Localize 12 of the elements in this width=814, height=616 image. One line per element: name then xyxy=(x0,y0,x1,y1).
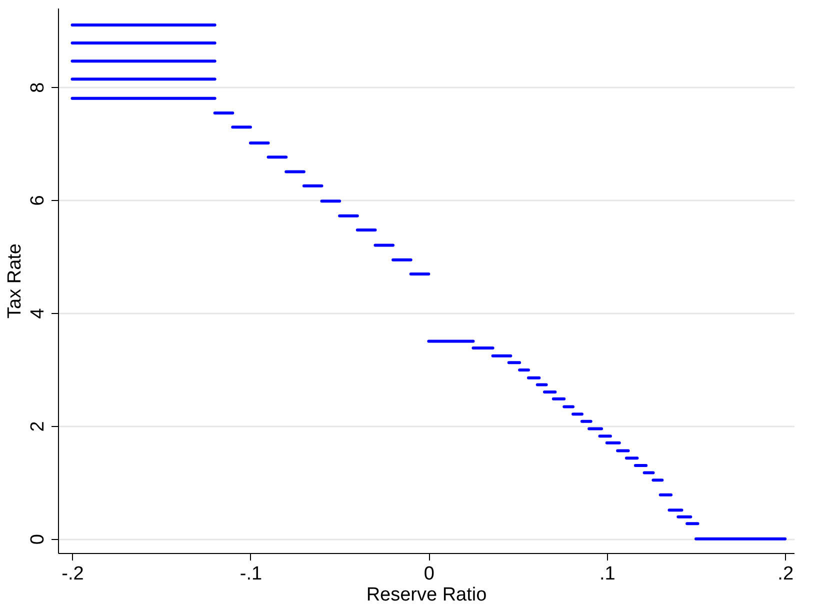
x-tick-label: .2 xyxy=(778,564,794,584)
x-axis-title: Reserve Ratio xyxy=(366,584,487,606)
y-tick-label: 0 xyxy=(28,534,48,545)
x-tick-label: 0 xyxy=(424,564,434,584)
y-tick-label: 2 xyxy=(28,421,48,432)
y-tick-label: 4 xyxy=(28,308,48,319)
x-tick-label: -.1 xyxy=(240,564,262,584)
y-axis-title: Tax Rate xyxy=(4,244,26,318)
x-tick-label: -.2 xyxy=(62,564,84,584)
x-tick-label: .1 xyxy=(599,564,616,584)
y-tick-label: 6 xyxy=(28,195,48,206)
y-tick-label: 8 xyxy=(28,82,48,93)
